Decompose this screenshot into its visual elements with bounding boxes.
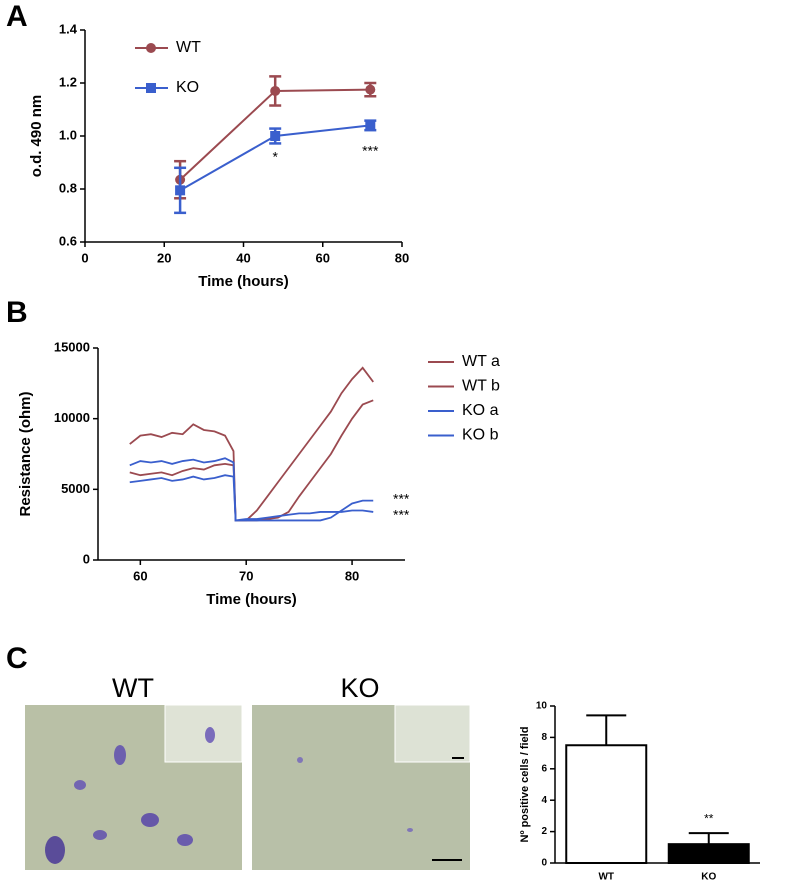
x-tick-label: 40 [236,250,250,265]
legend-marker [146,43,156,53]
x-tick-label: 60 [133,568,147,583]
y-tick-label: 0 [83,551,90,566]
y-tick-label: 4 [541,795,547,806]
annotation: *** [362,143,379,159]
micrograph [25,704,243,870]
legend-label: WT b [462,378,500,395]
series-line [129,474,374,522]
y-tick-label: 0 [541,858,547,869]
y-tick-label: 0.6 [59,233,77,248]
y-tick-label: 1.4 [59,21,78,36]
annotation: *** [393,491,410,507]
y-tick-label: 10 [536,701,548,712]
x-tick-label: 70 [239,568,253,583]
x-axis-label: Time (hours) [206,591,297,608]
annotation: * [272,149,278,165]
y-tick-label: 6 [541,763,547,774]
panel-label: A [6,0,28,33]
data-point [365,84,376,95]
annotation: *** [393,507,410,523]
legend-label: KO a [462,402,499,419]
micrograph [252,704,471,870]
x-tick-label: KO [701,872,716,882]
x-tick-label: 80 [345,568,359,583]
data-point [270,131,281,141]
bar [667,843,750,864]
x-tick-label: 0 [81,250,88,265]
y-tick-label: 10000 [54,410,90,425]
x-tick-label: 80 [395,250,409,265]
data-point [365,120,376,131]
data-point [270,85,281,96]
y-tick-label: 5000 [61,481,90,496]
legend-label: KO [176,79,199,96]
image-label: KO [340,673,379,703]
y-tick-label: 1.0 [59,127,77,142]
x-tick-label: 60 [316,250,330,265]
data-point [175,185,186,196]
y-tick-label: 1.2 [59,74,77,89]
series-line [129,399,374,522]
y-axis-label: Resistance (ohm) [17,391,34,516]
x-tick-label: WT [598,872,614,882]
y-tick-label: 15000 [54,339,90,354]
legend-label: KO b [462,427,499,444]
image-label: WT [112,673,154,703]
legend-label: WT a [462,353,500,370]
legend-marker [146,83,156,93]
y-tick-label: 0.8 [59,180,77,195]
x-axis-label: Time (hours) [198,273,289,290]
bar [565,744,648,864]
panel-label: C [6,642,28,675]
series-line [129,457,374,522]
y-axis-label: o.d. 490 nm [28,95,45,178]
x-tick-label: 20 [157,250,171,265]
panel-label: B [6,296,28,329]
y-tick-label: 2 [541,826,547,837]
y-tick-label: 8 [541,732,547,743]
legend-label: WT [176,39,201,56]
y-axis-label: Nº positive cells / field [519,727,531,843]
annotation: ** [704,811,714,825]
